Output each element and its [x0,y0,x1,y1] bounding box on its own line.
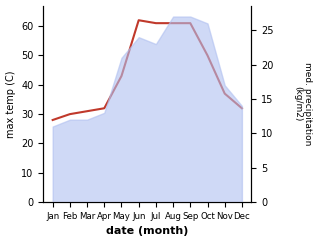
Y-axis label: max temp (C): max temp (C) [5,70,16,138]
X-axis label: date (month): date (month) [106,227,189,236]
Y-axis label: med. precipitation
(kg/m2): med. precipitation (kg/m2) [293,62,313,145]
